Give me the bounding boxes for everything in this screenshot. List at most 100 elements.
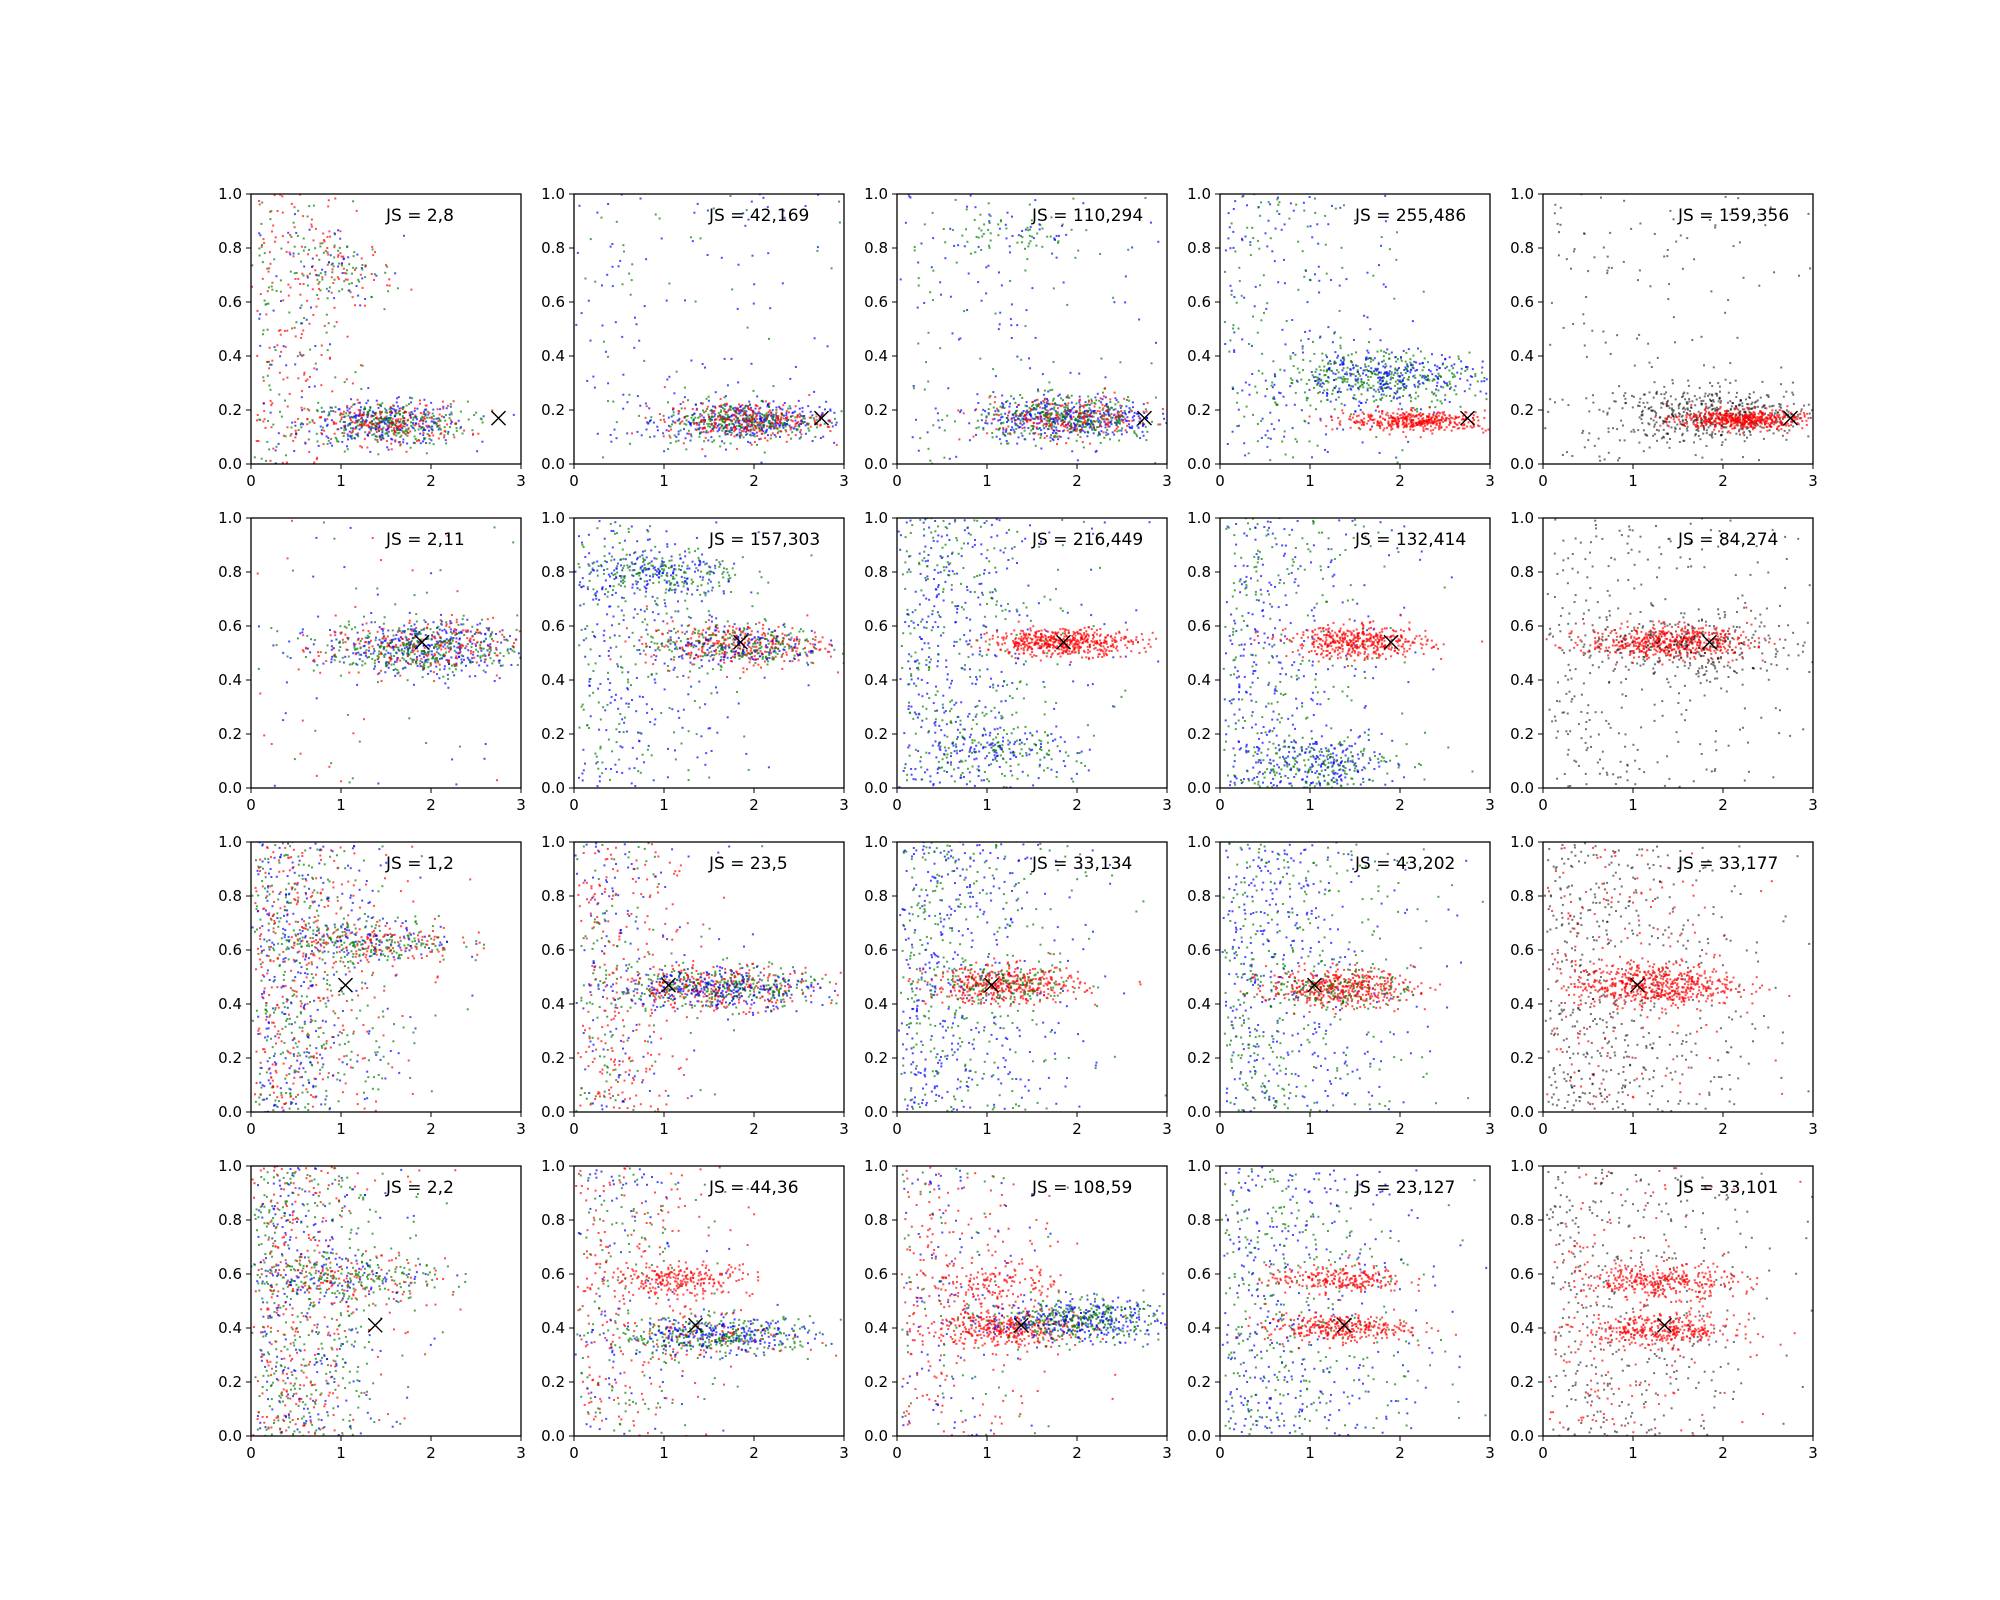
scatter-point-blue bbox=[394, 440, 397, 443]
scatter-point-red bbox=[385, 428, 388, 431]
scatter-point-green bbox=[697, 427, 700, 430]
scatter-point-green bbox=[1400, 359, 1403, 362]
scatter-point-blue bbox=[1289, 385, 1292, 388]
scatter-point-green bbox=[1396, 379, 1399, 382]
scatter-point-red bbox=[330, 438, 333, 441]
scatter-point-green bbox=[407, 428, 410, 431]
scatter-point-green bbox=[1396, 461, 1399, 464]
scatter-point-blue bbox=[753, 283, 756, 286]
scatter-point-green bbox=[1092, 424, 1095, 427]
scatter-point-red bbox=[1404, 417, 1407, 420]
scatter-point-red bbox=[1370, 419, 1373, 421]
scatter-point-green bbox=[1061, 416, 1064, 419]
scatter-point-green bbox=[1411, 364, 1414, 367]
scatter-point-green bbox=[1168, 424, 1170, 426]
scatter-point-red bbox=[353, 421, 356, 424]
scatter-point-blue bbox=[1074, 426, 1077, 428]
scatter-point-blue bbox=[333, 297, 336, 300]
scatter-point-green bbox=[784, 429, 787, 431]
scatter-point-green bbox=[1116, 430, 1119, 433]
scatter-point-red bbox=[387, 426, 390, 429]
scatter-point-green bbox=[1349, 413, 1352, 416]
scatter-point-blue bbox=[997, 419, 1000, 422]
scatter-point-red bbox=[1412, 422, 1415, 425]
scatter-point-blue bbox=[1357, 404, 1360, 407]
y-tick-label: 0.8 bbox=[218, 239, 242, 257]
scatter-point-green bbox=[762, 414, 765, 417]
scatter-point-red bbox=[1056, 443, 1058, 446]
scatter-point-blue bbox=[1104, 396, 1107, 399]
scatter-point-blue bbox=[1480, 380, 1483, 383]
scatter-point-black bbox=[1639, 397, 1642, 400]
scatter-point-green bbox=[1324, 374, 1327, 376]
scatter-point-green bbox=[347, 423, 350, 426]
scatter-point-blue bbox=[871, 382, 873, 384]
scatter-point-blue bbox=[778, 405, 781, 408]
scatter-point-green bbox=[723, 408, 726, 411]
scatter-point-black bbox=[1557, 254, 1560, 257]
scatter-point-green bbox=[1113, 421, 1116, 424]
scatter-point-red bbox=[1427, 419, 1429, 422]
scatter-point-black bbox=[1680, 415, 1683, 418]
scatter-point-red bbox=[1351, 416, 1354, 419]
scatter-point-green bbox=[727, 430, 730, 432]
scatter-point-green bbox=[1396, 368, 1399, 371]
scatter-point-blue bbox=[1139, 437, 1142, 439]
scatter-point-red bbox=[1386, 426, 1388, 429]
scatter-point-red bbox=[359, 445, 362, 448]
x-tick-label: 0 bbox=[246, 472, 256, 490]
scatter-point-blue bbox=[1072, 411, 1075, 414]
scatter-point-green bbox=[290, 426, 293, 429]
scatter-point-green bbox=[1397, 396, 1400, 399]
scatter-point-green bbox=[1353, 394, 1356, 397]
scatter-point-red bbox=[333, 432, 336, 435]
scatter-point-green bbox=[765, 419, 768, 422]
scatter-point-red bbox=[1047, 409, 1050, 412]
scatter-point-green bbox=[706, 422, 709, 425]
scatter-point-black bbox=[1821, 270, 1823, 272]
scatter-point-green bbox=[262, 376, 265, 379]
scatter-point-red bbox=[377, 428, 380, 431]
scatter-point-red bbox=[1043, 436, 1046, 439]
scatter-point-green bbox=[426, 410, 429, 413]
scatter-point-green bbox=[340, 413, 343, 416]
scatter-point-black bbox=[1807, 212, 1810, 215]
scatter-point-blue bbox=[1292, 352, 1295, 354]
scatter-point-blue bbox=[1398, 387, 1401, 390]
scatter-point-blue bbox=[759, 406, 762, 409]
scatter-point-blue bbox=[1284, 343, 1287, 346]
scatter-point-blue bbox=[1105, 403, 1108, 406]
scatter-point-blue bbox=[1406, 370, 1409, 372]
scatter-point-blue bbox=[1374, 409, 1377, 412]
scatter-point-red bbox=[1405, 425, 1408, 427]
scatter-point-blue bbox=[1044, 404, 1046, 407]
scatter-point-green bbox=[1444, 394, 1447, 397]
scatter-point-green bbox=[394, 414, 397, 417]
scatter-point-black bbox=[1561, 398, 1564, 401]
scatter-point-blue bbox=[324, 419, 327, 422]
scatter-point-green bbox=[1110, 412, 1113, 415]
scatter-point-red bbox=[752, 417, 755, 420]
scatter-point-red bbox=[1420, 422, 1423, 424]
scatter-point-red bbox=[1402, 431, 1405, 433]
scatter-point-green bbox=[1052, 397, 1055, 400]
scatter-point-red bbox=[348, 411, 351, 414]
scatter-point-blue bbox=[756, 395, 759, 398]
scatter-point-blue bbox=[966, 319, 968, 321]
scatter-point-blue bbox=[1241, 237, 1243, 240]
scatter-point-red bbox=[1437, 425, 1440, 428]
scatter-point-green bbox=[1114, 403, 1117, 406]
scatter-point-blue bbox=[1133, 414, 1136, 417]
scatter-point-blue bbox=[1233, 349, 1236, 352]
scatter-point-green bbox=[1072, 197, 1075, 200]
scatter-point-green bbox=[1294, 353, 1297, 356]
scatter-point-green bbox=[673, 434, 676, 437]
scatter-point-green bbox=[388, 408, 391, 411]
scatter-point-green bbox=[295, 272, 298, 274]
scatter-point-blue bbox=[1267, 219, 1270, 222]
scatter-point-green bbox=[1412, 406, 1415, 409]
scatter-point-green bbox=[1094, 429, 1097, 431]
scatter-point-red bbox=[354, 304, 357, 307]
scatter-point-blue bbox=[294, 424, 297, 427]
x-tick-label: 2 bbox=[1072, 472, 1082, 490]
